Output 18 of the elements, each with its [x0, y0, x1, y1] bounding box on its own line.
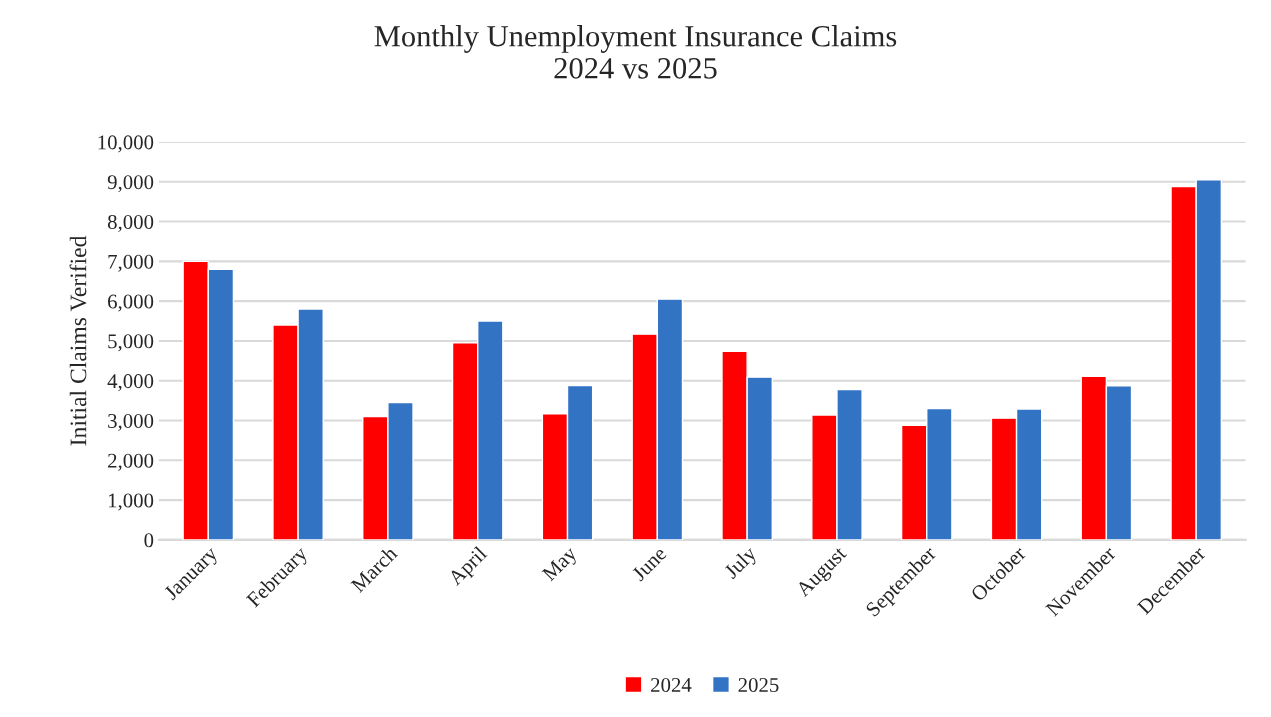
y-tick-label: 8,000 — [107, 214, 154, 232]
y-tick-label: 6,000 — [108, 294, 154, 312]
y-tick-label: 9,000 — [107, 175, 154, 193]
x-tick-label: June — [631, 545, 668, 582]
y-tick-label: 4,000 — [107, 374, 154, 392]
y-tick-label: 5,000 — [108, 334, 154, 352]
legend-label: 2025 — [738, 677, 779, 693]
x-tick-label: July — [722, 544, 761, 583]
y-axis-title: Initial Claims Verified — [69, 235, 87, 446]
y-tick-label: 7,000 — [108, 254, 154, 272]
x-tick-label: May — [541, 545, 581, 585]
legend-label: 2024 — [651, 677, 692, 693]
y-tick-label: 1,000 — [108, 493, 154, 511]
chart-title: Monthly Unemployment Insurance Claims 2024 vs 2025 — [374, 25, 897, 79]
y-tick-label: 3,000 — [108, 413, 154, 431]
y-tick-label: 10,000 — [98, 135, 154, 153]
y-tick-label: 0 — [144, 533, 154, 548]
y-tick-label: 2,000 — [108, 453, 154, 471]
